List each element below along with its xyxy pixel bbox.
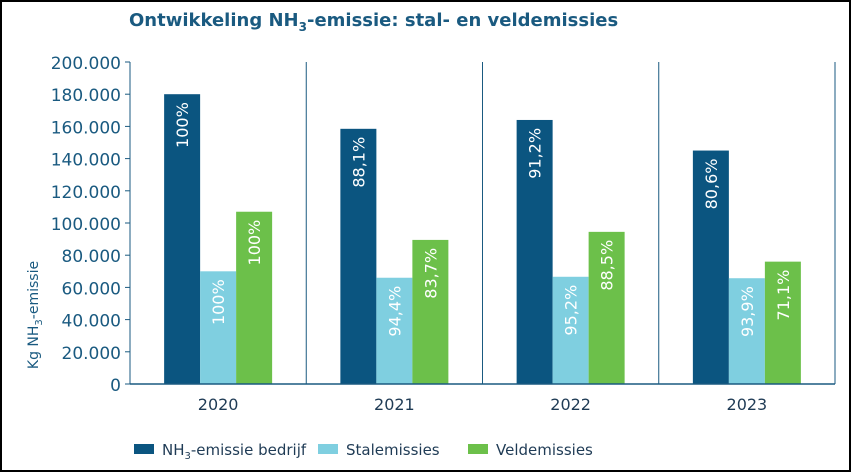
- legend-label: Stalemissies: [346, 441, 440, 459]
- bar: [516, 119, 553, 385]
- x-tick-label: 2021: [374, 395, 415, 414]
- y-tick-label: 100.000: [51, 215, 121, 235]
- y-tick-label: 180.000: [51, 86, 121, 106]
- y-tick-label: 160.000: [51, 118, 121, 138]
- chart-title: Ontwikkeling NH3-emissie: stal- en velde…: [129, 10, 618, 34]
- y-tick-label: 120.000: [51, 183, 121, 203]
- bar-value-label: 100%: [245, 220, 264, 266]
- bar: [588, 231, 625, 384]
- category-separators: [129, 62, 836, 384]
- legend-swatch: [318, 444, 338, 454]
- legend: NH3-emissie bedrijf Stalemissies Veldemiss…: [134, 441, 593, 462]
- x-tick-label: 2022: [550, 395, 591, 414]
- x-tick-label: 2020: [198, 395, 239, 414]
- bar-value-label: 80,6%: [702, 159, 721, 210]
- bar-value-label: 94,4%: [385, 286, 404, 337]
- y-tick-label: 20.000: [62, 344, 121, 364]
- bar-value-label: 91,2%: [526, 128, 545, 179]
- bar: [552, 276, 589, 384]
- bar: [728, 278, 765, 384]
- bar: [236, 211, 273, 384]
- bar-value-label: 100%: [173, 102, 192, 148]
- legend-label: NH3-emissie bedrijf: [162, 441, 307, 462]
- y-tick-label: 60.000: [62, 279, 121, 299]
- bar: [764, 261, 801, 384]
- bar-value-label: 83,7%: [421, 248, 440, 299]
- bar-value-label: 95,2%: [562, 285, 581, 336]
- bar: [412, 239, 449, 384]
- bar-value-label: 88,5%: [598, 240, 617, 291]
- y-axis-label-subscript: 3: [34, 319, 45, 325]
- bar: [376, 277, 413, 384]
- bar-value-label: 71,1%: [774, 270, 793, 321]
- bar-value-label: 93,9%: [738, 286, 757, 337]
- y-tick-label: 140.000: [51, 151, 121, 171]
- bars: [164, 94, 801, 385]
- bar: [692, 150, 729, 384]
- y-axis-label: Kg NH3-emissie: [26, 261, 45, 369]
- legend-swatch: [134, 444, 154, 454]
- chart-title-part-2: -emissie: stal- en veldemissies: [307, 10, 618, 31]
- legend-swatch: [468, 444, 488, 454]
- y-tick-label: 80.000: [62, 247, 121, 267]
- bar: [340, 128, 377, 384]
- y-axis-label-part-2: -emissie: [26, 261, 42, 319]
- bar-labels: 100% 100% 100% 88,1% 94,4% 83,7% 91,2% 95,2% 88,…: [173, 102, 793, 337]
- y-tick-label: 0: [110, 376, 121, 396]
- y-tick-label: 40.000: [62, 312, 121, 332]
- chart-title-part-1: Ontwikkeling NH: [129, 10, 299, 31]
- x-tick-label: 2023: [727, 395, 768, 414]
- chart-title-subscript: 3: [299, 20, 307, 34]
- bar: [200, 271, 237, 384]
- bar: [164, 94, 201, 384]
- y-tick-label: 200.000: [51, 54, 121, 74]
- bar-value-label: 88,1%: [349, 137, 368, 188]
- y-ticks: 0 20.000 40.000 60.000 80.000 100.000 120.000 1…: [51, 54, 130, 396]
- legend-label: Veldemissies: [496, 441, 593, 459]
- y-axis-label-part-1: Kg NH: [26, 326, 42, 370]
- x-ticks: 2020 2021 2022 2023: [198, 395, 767, 414]
- bar-value-label: 100%: [209, 279, 228, 325]
